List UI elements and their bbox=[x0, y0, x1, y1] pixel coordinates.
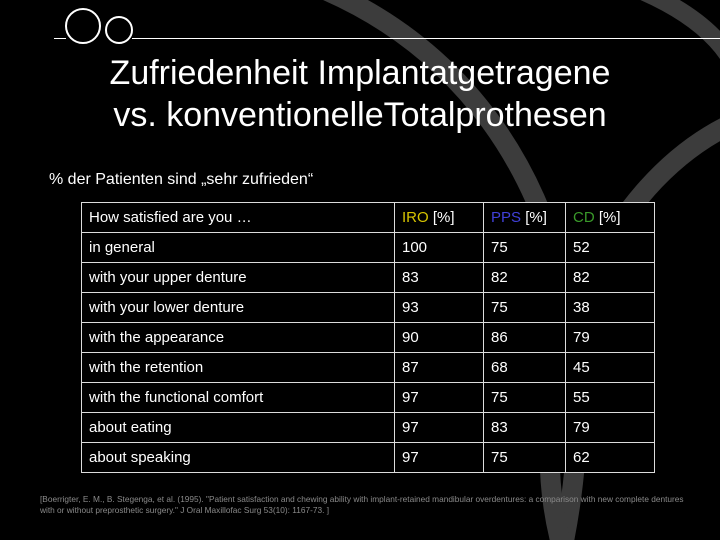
cell-iro: 97 bbox=[394, 442, 484, 473]
row-label: about eating bbox=[81, 412, 395, 443]
table-row: with the retention 87 68 45 bbox=[81, 352, 655, 383]
cell-cd: 79 bbox=[565, 322, 655, 353]
header-pps-label: PPS bbox=[491, 209, 522, 226]
row-label: about speaking bbox=[81, 442, 395, 473]
cell-iro: 93 bbox=[394, 292, 484, 323]
cell-pps: 83 bbox=[483, 412, 566, 443]
header-cd: CD [%] bbox=[565, 202, 655, 233]
cell-iro: 97 bbox=[394, 382, 484, 413]
table-row: with the appearance 90 86 79 bbox=[81, 322, 655, 353]
table-header-row: How satisfied are you … IRO [%] PPS [%] … bbox=[81, 202, 655, 233]
header-cd-unit: [%] bbox=[598, 209, 621, 226]
page-title-line2: vs. konventionelleTotalprothesen bbox=[113, 96, 607, 134]
row-label: with your lower denture bbox=[81, 292, 395, 323]
table-row: about speaking 97 75 62 bbox=[81, 442, 655, 473]
header-pps: PPS [%] bbox=[483, 202, 566, 233]
cell-pps: 75 bbox=[483, 442, 566, 473]
cell-cd: 79 bbox=[565, 412, 655, 443]
table-row: with your upper denture 83 82 82 bbox=[81, 262, 655, 293]
table-row: with your lower denture 93 75 38 bbox=[81, 292, 655, 323]
row-label: with the retention bbox=[81, 352, 395, 383]
cell-pps: 75 bbox=[483, 232, 566, 263]
double-circle-logo-icon bbox=[54, 8, 720, 44]
cell-iro: 83 bbox=[394, 262, 484, 293]
cell-pps: 68 bbox=[483, 352, 566, 383]
cell-cd: 38 bbox=[565, 292, 655, 323]
row-label: with the appearance bbox=[81, 322, 395, 353]
cell-cd: 55 bbox=[565, 382, 655, 413]
cell-iro: 87 bbox=[394, 352, 484, 383]
row-label: with your upper denture bbox=[81, 262, 395, 293]
page-title-line1: Zufriedenheit Implantatgetragene bbox=[109, 54, 611, 92]
header-pps-unit: [%] bbox=[525, 209, 547, 226]
reference-citation: [Boerrigter, E. M., B. Stegenga, et al. … bbox=[40, 494, 684, 515]
cell-pps: 75 bbox=[483, 382, 566, 413]
table-row: about eating 97 83 79 bbox=[81, 412, 655, 443]
header-iro-label: IRO bbox=[402, 209, 429, 226]
cell-pps: 75 bbox=[483, 292, 566, 323]
header-question: How satisfied are you … bbox=[81, 202, 395, 233]
row-label: in general bbox=[81, 232, 395, 263]
cell-iro: 90 bbox=[394, 322, 484, 353]
header-cd-label: CD bbox=[573, 209, 595, 226]
header-iro: IRO [%] bbox=[394, 202, 484, 233]
cell-iro: 100 bbox=[394, 232, 484, 263]
page-title: Zufriedenheit Implantatgetragene vs. kon… bbox=[0, 52, 720, 136]
table-row: in general 100 75 52 bbox=[81, 232, 655, 263]
cell-cd: 82 bbox=[565, 262, 655, 293]
cell-iro: 97 bbox=[394, 412, 484, 443]
cell-pps: 86 bbox=[483, 322, 566, 353]
satisfaction-table: How satisfied are you … IRO [%] PPS [%] … bbox=[81, 202, 655, 473]
cell-cd: 52 bbox=[565, 232, 655, 263]
arc-decoration-small bbox=[640, 0, 720, 60]
cell-cd: 62 bbox=[565, 442, 655, 473]
cell-pps: 82 bbox=[483, 262, 566, 293]
table-row: with the functional comfort 97 75 55 bbox=[81, 382, 655, 413]
header-iro-unit: [%] bbox=[432, 209, 455, 226]
subtitle: % der Patienten sind „sehr zufrieden“ bbox=[49, 171, 314, 188]
row-label: with the functional comfort bbox=[81, 382, 395, 413]
cell-cd: 45 bbox=[565, 352, 655, 383]
